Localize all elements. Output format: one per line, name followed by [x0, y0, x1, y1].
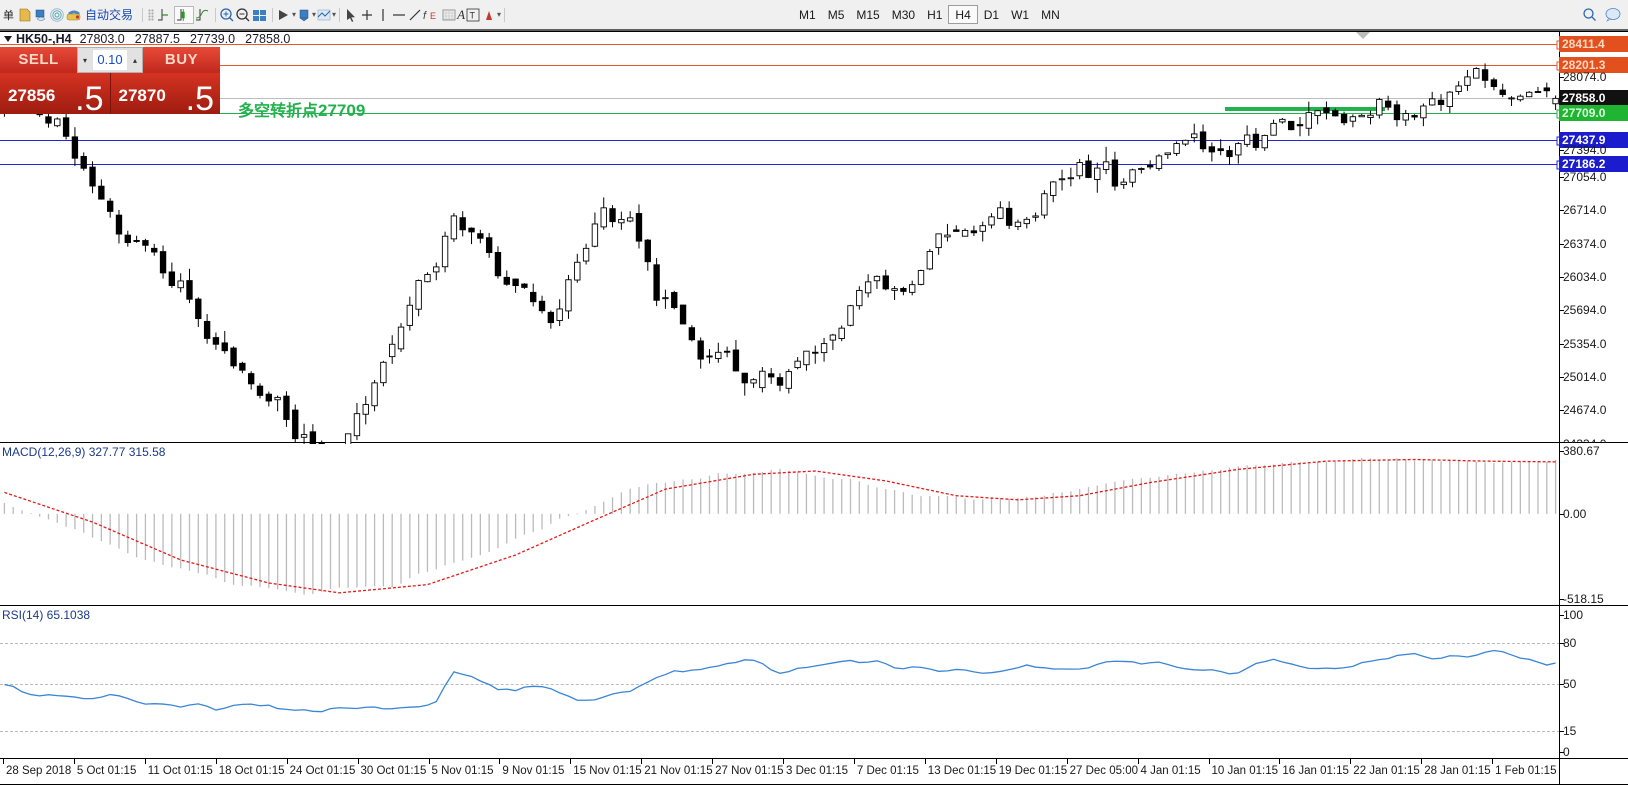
svg-text:T: T: [470, 10, 476, 20]
svg-text:E: E: [430, 11, 436, 21]
svg-text:f: f: [423, 10, 427, 22]
